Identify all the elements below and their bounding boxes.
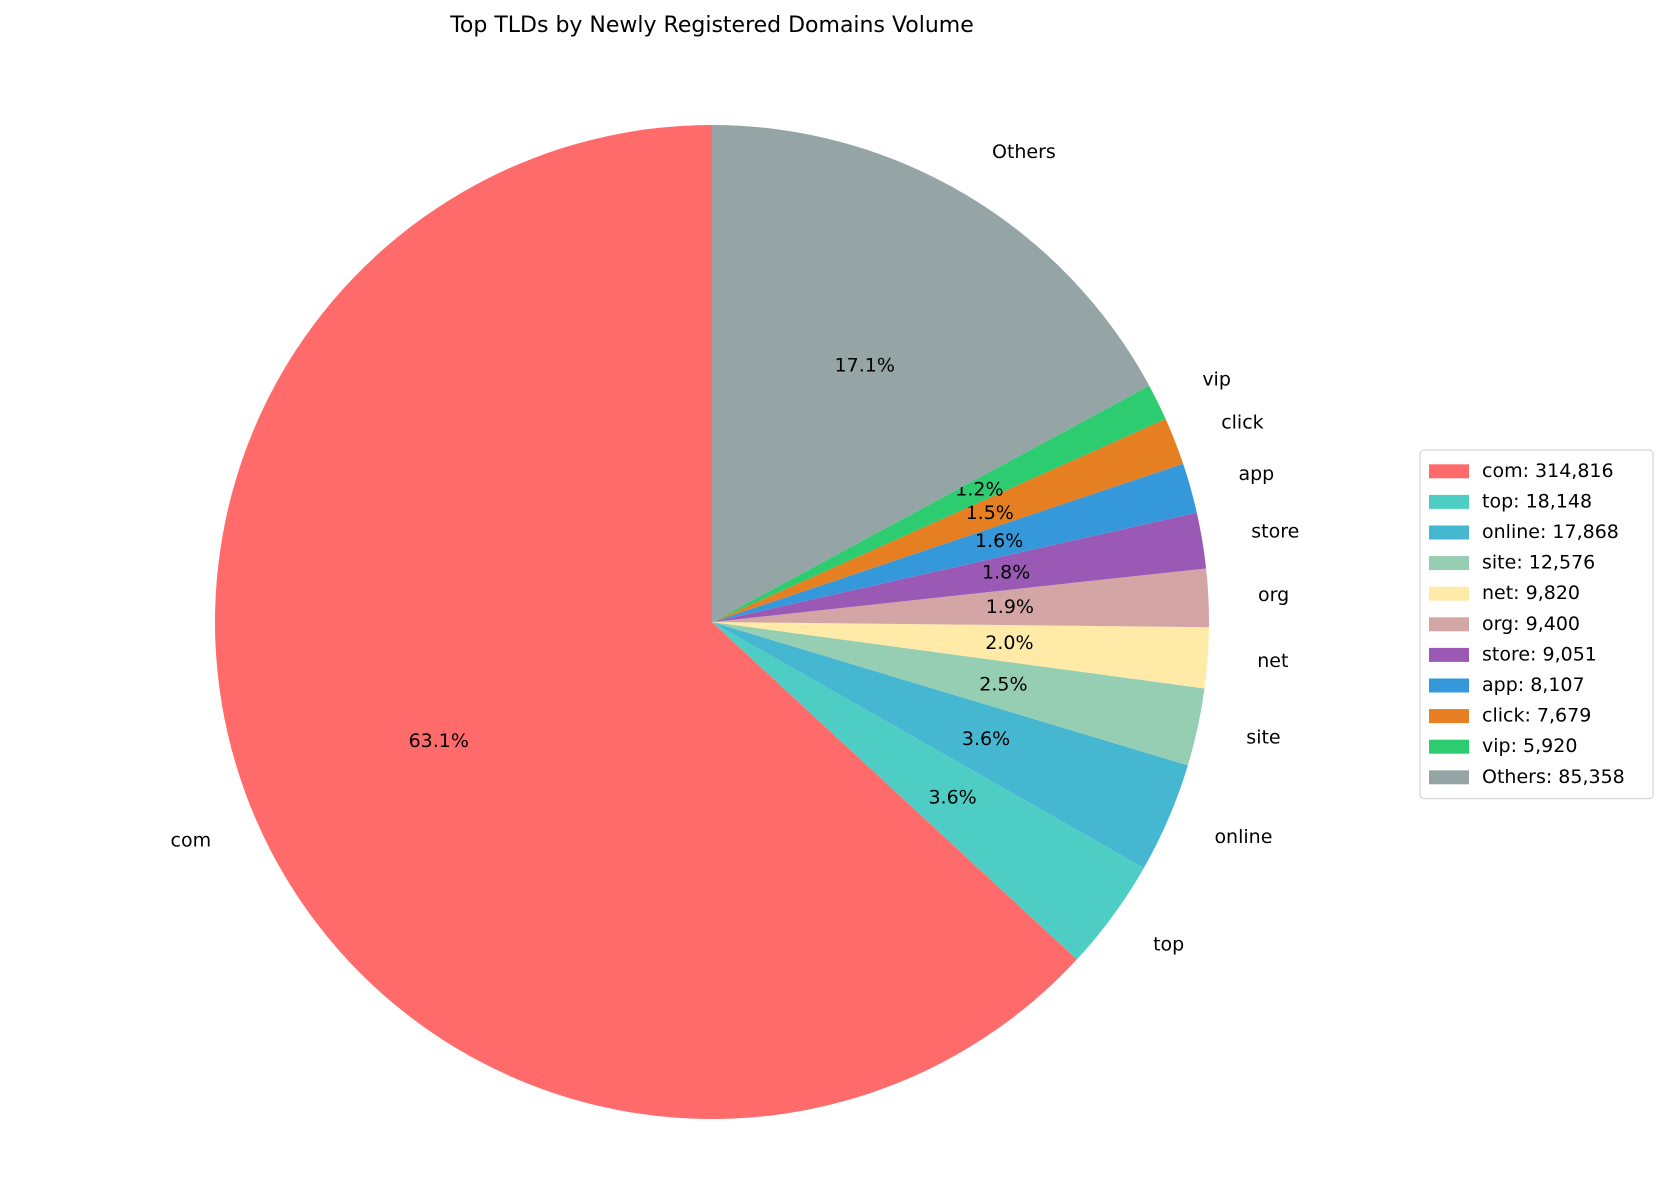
- legend-swatch: [1429, 464, 1469, 479]
- percent-label: 1.6%: [975, 530, 1023, 552]
- legend-swatch: [1429, 617, 1469, 632]
- pie-slice: [214, 125, 1077, 1119]
- category-label: click: [1221, 412, 1263, 434]
- legend-swatch: [1429, 494, 1469, 509]
- legend-swatch: [1429, 770, 1469, 785]
- percent-label: 2.5%: [979, 674, 1027, 696]
- legend-label: store: 9,051: [1482, 643, 1597, 665]
- legend-label: org: 9,400: [1482, 613, 1580, 635]
- legend-label: site: 12,576: [1482, 552, 1595, 574]
- legend-swatch: [1429, 586, 1469, 601]
- pie-slice: [712, 568, 1209, 628]
- category-label: Others: [992, 141, 1056, 163]
- chart-title: Top TLDs by Newly Registered Domains Vol…: [449, 13, 974, 38]
- category-label: com: [171, 830, 212, 852]
- legend-swatch: [1429, 647, 1469, 662]
- pie-slice: [712, 463, 1197, 622]
- percent-label: 17.1%: [835, 354, 895, 376]
- legend-label: app: 8,107: [1482, 674, 1585, 696]
- percent-label: 1.8%: [982, 562, 1030, 584]
- percent-label: 2.0%: [985, 632, 1033, 654]
- legend-swatch: [1429, 525, 1469, 540]
- legend-label: top: 18,148: [1482, 490, 1592, 512]
- percent-label: 3.6%: [928, 787, 976, 809]
- legend-label: com: 314,816: [1482, 460, 1614, 482]
- percent-label: 1.2%: [955, 479, 1003, 501]
- pie-slice: [712, 622, 1205, 766]
- legend-swatch: [1429, 556, 1469, 571]
- pie-slice: [712, 418, 1184, 622]
- category-label: online: [1214, 826, 1272, 848]
- legend-label: vip: 5,920: [1482, 735, 1577, 757]
- category-label: store: [1251, 521, 1299, 543]
- pie-slice: [712, 385, 1166, 622]
- legend-label: net: 9,820: [1482, 582, 1580, 604]
- legend-swatch: [1429, 709, 1469, 724]
- category-label: org: [1258, 584, 1289, 606]
- pie-slice: [712, 622, 1188, 868]
- category-label: app: [1238, 463, 1274, 485]
- category-label: net: [1257, 650, 1288, 672]
- legend-label: Others: 85,358: [1482, 766, 1625, 788]
- pie-slice: [712, 622, 1144, 960]
- category-label: top: [1153, 933, 1184, 955]
- percent-label: 1.9%: [986, 596, 1034, 618]
- percent-label: 63.1%: [409, 730, 469, 752]
- category-label: site: [1246, 726, 1280, 748]
- legend-label: online: 17,868: [1482, 521, 1619, 543]
- pie-slice: [712, 124, 1150, 623]
- legend-box: [1419, 449, 1654, 800]
- category-label: vip: [1202, 369, 1231, 391]
- pie-slice: [712, 512, 1207, 622]
- percent-label: 1.5%: [966, 502, 1014, 524]
- legend-swatch: [1429, 739, 1469, 754]
- legend-swatch: [1429, 678, 1469, 693]
- percent-label: 3.6%: [962, 728, 1010, 750]
- pie-slice: [712, 622, 1209, 689]
- legend-label: click: 7,679: [1482, 705, 1591, 727]
